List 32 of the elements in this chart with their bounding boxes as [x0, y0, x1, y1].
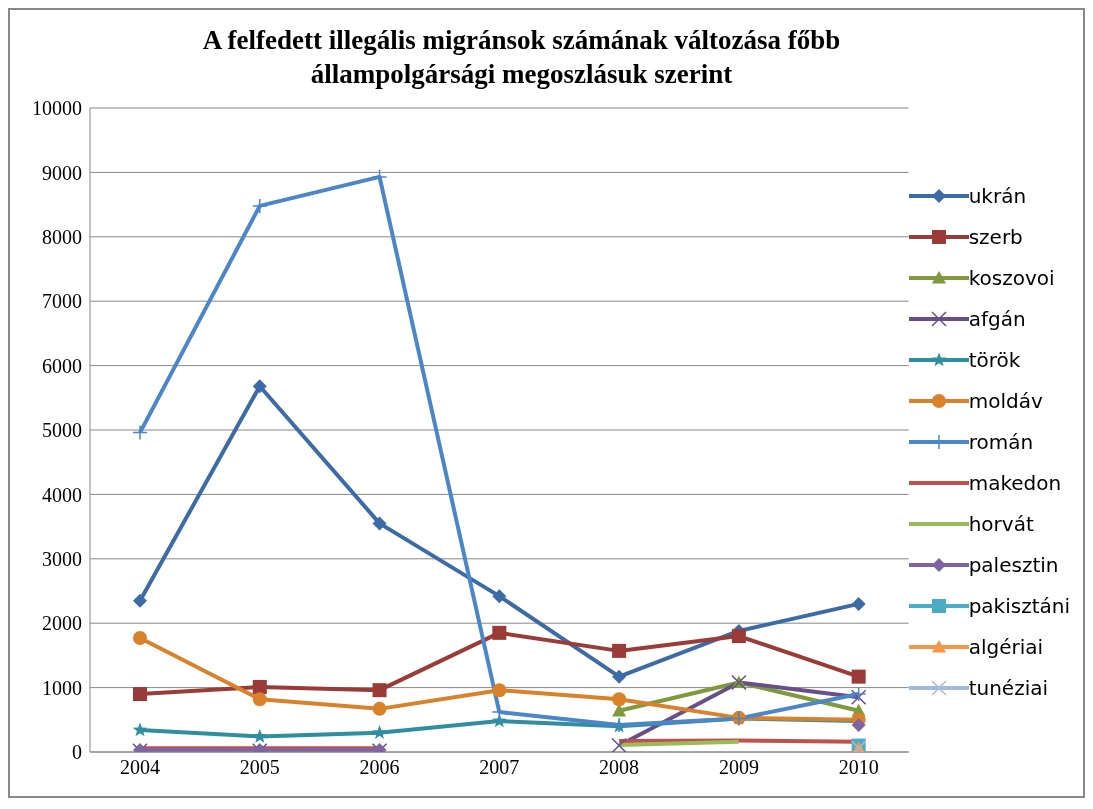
legend-label: pakisztáni: [968, 593, 1070, 618]
x-tick-label: 2004: [120, 755, 160, 778]
chart-title: A felfedett illegális migránsok számának változása főbb állampolgársági megoszlásuk szerint: [201, 24, 842, 91]
legend-label: moldáv: [968, 388, 1043, 413]
x-tick-label: 2007: [479, 755, 520, 778]
legend-label: ukrán: [968, 183, 1027, 208]
legend-label: koszovoi: [968, 265, 1055, 290]
y-tick-label: 0: [72, 740, 82, 763]
legend-label: tunéziai: [968, 675, 1049, 700]
y-tick-label: 2000: [42, 611, 82, 634]
y-tick-label: 8000: [42, 225, 82, 248]
y-tick-label: 9000: [42, 161, 82, 183]
y-tick-label: 1000: [42, 676, 82, 699]
legend-label: afgán: [968, 306, 1026, 331]
legend-label: algériai: [968, 634, 1044, 659]
legend-label: szerb: [968, 224, 1023, 249]
legend-label: török: [968, 347, 1021, 372]
x-tick-label: 2009: [718, 755, 759, 778]
legend-label: makedon: [968, 470, 1062, 495]
y-tick-label: 6000: [42, 354, 82, 377]
legend-label: horvát: [968, 511, 1034, 536]
y-tick-label: 4000: [42, 483, 82, 505]
legend-label: román: [968, 429, 1034, 454]
y-tick-label: 5000: [42, 418, 82, 441]
y-tick-label: 3000: [42, 547, 82, 570]
x-tick-label: 2008: [599, 755, 640, 778]
legend-label: palesztin: [968, 552, 1059, 577]
y-tick-label: 10000: [32, 96, 82, 119]
x-tick-label: 2010: [838, 755, 879, 778]
y-tick-label: 7000: [42, 289, 82, 312]
x-tick-label: 2006: [359, 755, 400, 778]
x-tick-label: 2005: [239, 755, 280, 778]
